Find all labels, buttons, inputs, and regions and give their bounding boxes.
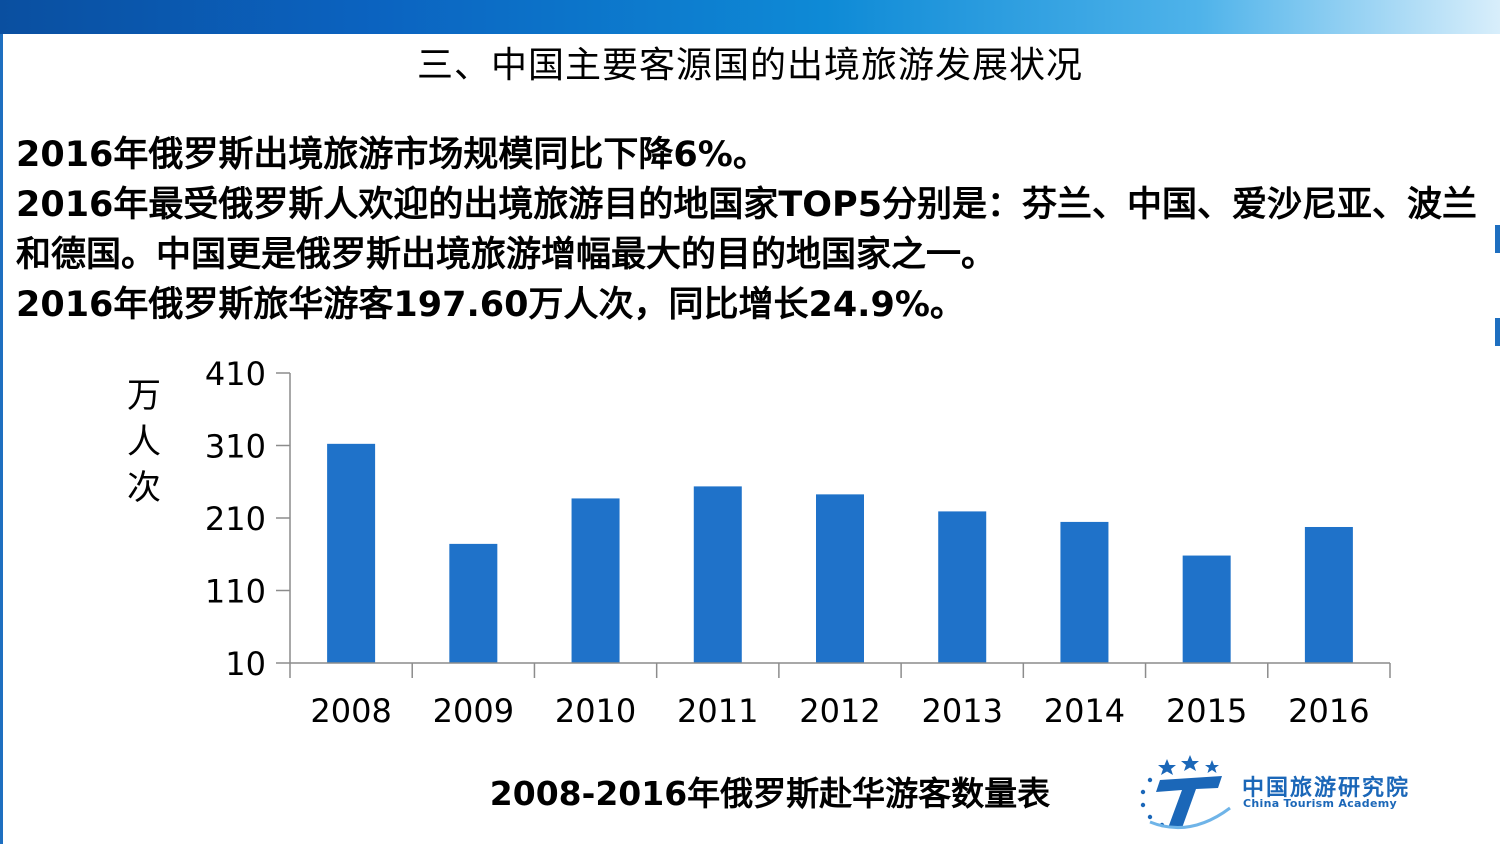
academy-logo-icon xyxy=(1140,755,1231,829)
x-tick-label: 2013 xyxy=(922,692,1003,730)
y-axis-title-char: 人 xyxy=(127,422,161,462)
bar-2008 xyxy=(327,443,376,663)
x-tick-label: 2011 xyxy=(677,692,758,730)
x-axis-ticks: 2008 2009 2010 2011 2012 2013 2014 2015 2016 xyxy=(289,663,1391,730)
bars xyxy=(327,443,1353,663)
y-tick-label: 410 xyxy=(205,355,266,393)
bar-2010 xyxy=(571,498,620,663)
x-tick-label: 2016 xyxy=(1288,692,1369,730)
x-tick-label: 2008 xyxy=(310,692,391,730)
right-edge-mark xyxy=(1495,225,1500,253)
y-axis-title-char: 次 xyxy=(127,468,161,508)
x-tick-label: 2012 xyxy=(799,692,880,730)
body-line: 2016年俄罗斯旅华游客197.60万人次，同比增长24.9%。 xyxy=(16,285,965,325)
body-line: 2016年俄罗斯出境旅游市场规模同比下降6%。 xyxy=(16,135,768,175)
academy-name-en: China Tourism Academy xyxy=(1243,797,1397,810)
bar-2015 xyxy=(1182,555,1231,663)
x-tick-label: 2015 xyxy=(1166,692,1247,730)
bar-2009 xyxy=(449,543,498,663)
y-tick-label: 10 xyxy=(225,645,266,683)
y-tick-label: 110 xyxy=(205,573,266,611)
x-tick-label: 2010 xyxy=(555,692,636,730)
y-tick-label: 310 xyxy=(205,428,266,466)
right-edge-mark xyxy=(1495,318,1500,346)
slide-title: 三、中国主要客源国的出境旅游发展状况 xyxy=(416,45,1083,86)
left-border xyxy=(0,34,3,844)
bar-2012 xyxy=(816,494,864,663)
x-tick-label: 2009 xyxy=(433,692,514,730)
bar-2013 xyxy=(938,511,987,663)
body-text: 2016年俄罗斯出境旅游市场规模同比下降6%。 2016年最受俄罗斯人欢迎的出境… xyxy=(16,130,1486,330)
y-axis-label: 万人次 xyxy=(127,376,161,508)
body-line: 2016年最受俄罗斯人欢迎的出境旅游目的地国家TOP5分别是：芬兰、中国、爱沙尼… xyxy=(16,185,1478,275)
academy-name-cn: 中国旅游研究院 xyxy=(1242,776,1411,801)
y-axis-title-char: 万 xyxy=(127,376,161,416)
bar-2011 xyxy=(693,486,742,663)
bar-2014 xyxy=(1060,521,1109,663)
x-tick-label: 2014 xyxy=(1044,692,1125,730)
chart-title: 2008-2016年俄罗斯赴华游客数量表 xyxy=(489,774,1051,813)
bar-2016 xyxy=(1304,526,1353,663)
y-tick-label: 210 xyxy=(205,500,266,538)
top-banner xyxy=(0,0,1500,34)
y-axis-ticks: 410 310 210 110 10 xyxy=(205,355,290,683)
